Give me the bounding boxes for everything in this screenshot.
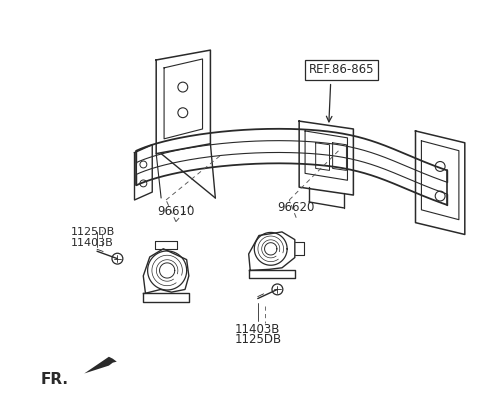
Text: 1125DB: 1125DB bbox=[234, 333, 281, 346]
Text: 11403B: 11403B bbox=[71, 238, 113, 248]
Polygon shape bbox=[84, 357, 117, 373]
Text: 96620: 96620 bbox=[277, 201, 315, 214]
Text: FR.: FR. bbox=[41, 372, 69, 387]
Text: REF.86-865: REF.86-865 bbox=[309, 63, 374, 76]
Text: 96610: 96610 bbox=[157, 205, 194, 218]
Text: 1125DB: 1125DB bbox=[71, 227, 115, 238]
Text: 11403B: 11403B bbox=[235, 323, 280, 336]
